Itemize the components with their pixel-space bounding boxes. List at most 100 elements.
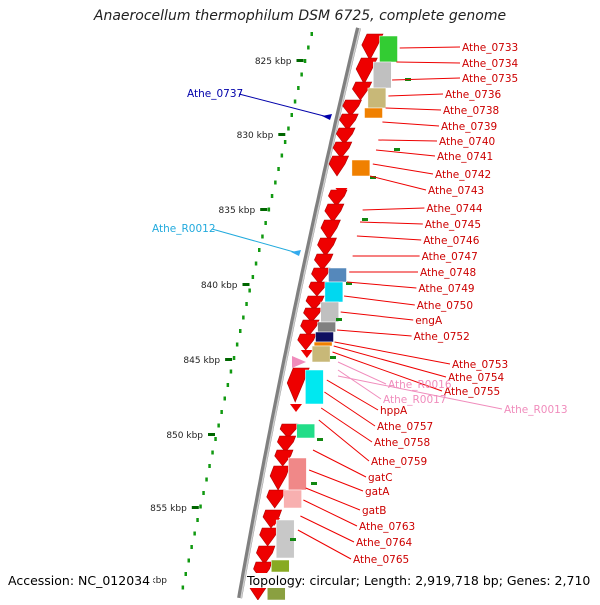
feature-mark: [330, 356, 336, 359]
ruler-dot: [220, 410, 223, 414]
ruler-tick-label: 830 kbp: [237, 131, 274, 141]
function-block: [305, 369, 324, 405]
gene-label: Athe_0750: [417, 300, 473, 312]
gene-arrow: [286, 367, 310, 403]
ruler-tick-label: 855 kbp: [150, 504, 187, 514]
ruler-dot: [242, 315, 245, 320]
gene-arrow: [308, 281, 328, 297]
gene-label: Athe_0745: [425, 219, 481, 231]
function-block: [296, 423, 315, 439]
function-block: [315, 331, 334, 343]
ruler-dot: [217, 423, 220, 428]
backbone-highlight: [240, 27, 361, 599]
ruler-dot: [199, 504, 202, 509]
left-label: Athe_R0012: [152, 223, 216, 235]
ruler-dot: [205, 477, 208, 482]
gene-label: Athe_0757: [377, 421, 433, 433]
leader-line: [332, 351, 443, 392]
ruler-dot: [277, 167, 280, 171]
leader-line: [346, 281, 417, 289]
ruler-dot: [251, 275, 255, 279]
ruler-dot: [258, 248, 261, 252]
leader-line: [318, 419, 370, 462]
rrna-glyph: [292, 356, 306, 368]
ruler-tick-label: 845 kbp: [183, 356, 220, 366]
ruler-dot: [280, 153, 284, 158]
leader-line: [211, 228, 295, 253]
gene-arrow: [289, 404, 302, 412]
ruler-dot: [261, 234, 264, 239]
gene-label: Athe_0755: [444, 386, 500, 398]
leader-line: [356, 235, 422, 241]
ruler-dot: [274, 180, 277, 185]
ruler-dot: [193, 531, 196, 536]
function-block: [271, 559, 290, 573]
feature-mark: [370, 176, 376, 179]
ruler-dot: [245, 302, 248, 306]
gene-arrow: [320, 219, 341, 241]
leader-line: [388, 93, 444, 97]
ruler-dot: [300, 72, 303, 77]
ruler-tick: [296, 59, 304, 62]
cyan-pointer: [291, 250, 301, 256]
function-block: [313, 341, 333, 347]
ruler-tick: [242, 283, 250, 286]
leader-line: [238, 93, 325, 117]
ruler-dot: [187, 558, 190, 563]
ruler-dot: [226, 383, 230, 387]
ruler-dot: [208, 464, 211, 468]
gene-label: gatC: [368, 472, 393, 484]
rrna-label: Athe_R0013: [504, 404, 568, 416]
leader-line: [392, 77, 461, 81]
gene-label: Athe_0765: [353, 554, 409, 566]
accession-label: Accession: NC_012034: [8, 573, 154, 588]
ruler-dot: [196, 518, 199, 522]
gene-arrow: [335, 127, 356, 145]
gene-label: Athe_0749: [418, 283, 474, 295]
ruler-dot: [287, 126, 290, 131]
ruler-dot: [214, 437, 217, 441]
tick-track: [181, 32, 313, 590]
gene-arrow: [355, 57, 378, 85]
gene-arrow: [314, 253, 334, 271]
feature-mark: [317, 438, 323, 441]
ruler-dot: [235, 342, 239, 347]
gene-arrow: [328, 189, 348, 207]
gene-label: gatB: [362, 505, 386, 517]
ruler-dot: [232, 356, 236, 360]
gene-arrow: [352, 81, 373, 101]
gene-label: Athe_0738: [443, 105, 499, 117]
ruler-dot: [223, 396, 226, 401]
ruler-dot: [293, 99, 297, 104]
gene-label: hppA: [380, 405, 408, 417]
gene-arrow: [342, 99, 362, 117]
gene-label: Athe_0743: [428, 185, 484, 197]
gene-arrow: [361, 33, 384, 61]
function-block: [283, 489, 302, 509]
ruler-dot: [190, 545, 193, 549]
blue-pointer: [322, 114, 332, 120]
feature-mark: [346, 282, 352, 285]
leader-line: [308, 469, 364, 492]
ruler-dot: [307, 45, 310, 50]
ruler-dot: [264, 221, 267, 225]
rrna-label: Athe_R0016: [388, 379, 452, 391]
ruler-dot: [184, 572, 187, 576]
ruler-dot: [239, 329, 242, 333]
gene-label: Athe_0747: [422, 251, 478, 263]
ruler-dot: [270, 194, 274, 198]
leader-line: [326, 379, 379, 411]
genome-summary: Topology: circular; Length: 2,919,718 bp…: [247, 573, 591, 588]
leader-line: [344, 295, 415, 306]
gene-label: Athe_0740: [439, 136, 495, 148]
leader-line: [333, 345, 447, 378]
gene-arrow: [339, 113, 359, 131]
gene-label: Athe_0759: [371, 456, 427, 468]
gene-label: engA: [415, 315, 443, 327]
gene-arrow: [303, 307, 323, 323]
ruler-tick: [191, 506, 199, 509]
leader-line: [399, 46, 461, 49]
gene-arrow: [279, 423, 299, 439]
feature-labels: Athe_0733 Athe_0734 Athe_0735 Athe_0736 Athe…: [152, 42, 568, 566]
